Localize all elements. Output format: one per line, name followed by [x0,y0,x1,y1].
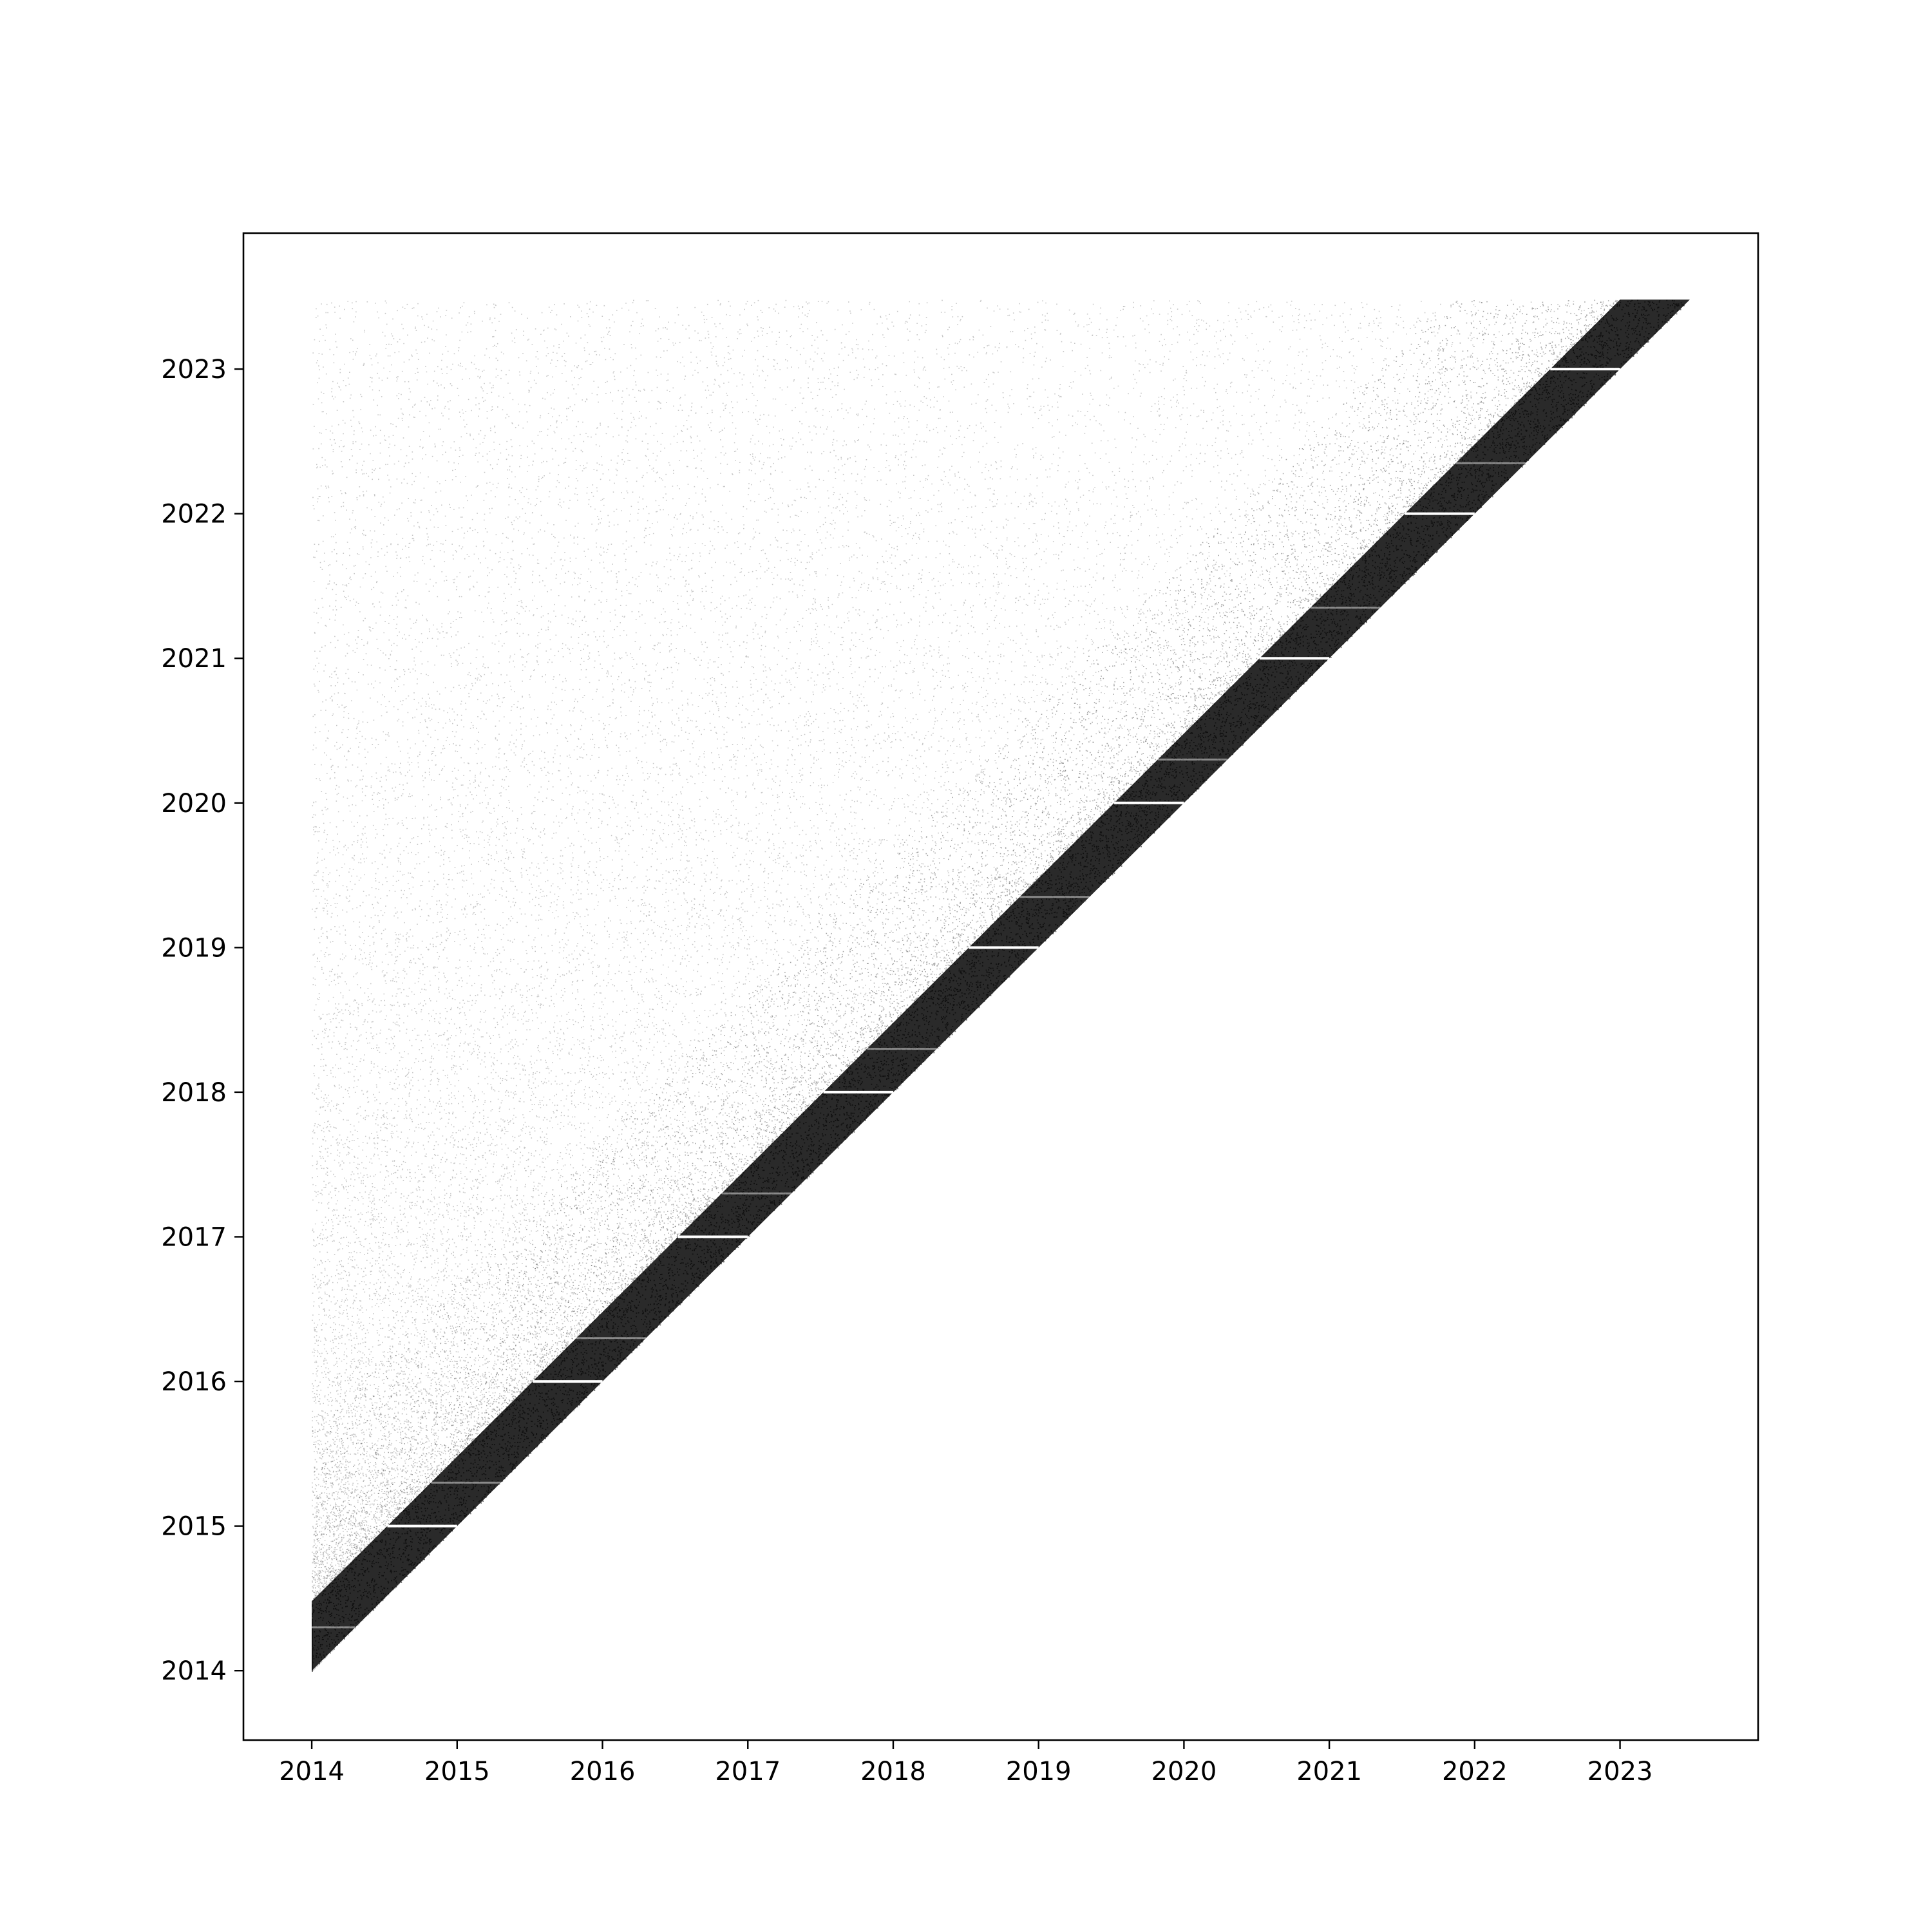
y-tick-label: 2018 [161,1078,227,1108]
x-tick-label: 2015 [424,1757,490,1786]
y-tick-label: 2015 [161,1512,227,1542]
y-tick-label: 2019 [161,933,227,963]
y-tick-label: 2014 [161,1656,227,1686]
y-tick-label: 2021 [161,644,227,674]
fringe-points [312,299,1621,1602]
x-tick-label: 2022 [1442,1757,1508,1786]
gap-lines-layer [312,368,1620,1629]
y-axis: 2014 2015 2016 2017 2018 2019 2020 2021 2022 2023 [161,355,243,1686]
x-tick-label: 2018 [860,1757,926,1786]
y-tick-label: 2023 [161,355,227,384]
points-layer [312,299,1690,1672]
x-tick-label: 2021 [1296,1757,1362,1786]
x-tick-label: 2017 [715,1757,781,1786]
x-tick-label: 2020 [1151,1757,1217,1786]
x-axis: 2014 2015 2016 2017 2018 2019 2020 2021 2022 2023 [279,1740,1653,1786]
x-tick-label: 2014 [279,1757,345,1786]
dense-band-points [312,299,1690,1671]
x-tick-label: 2023 [1587,1757,1653,1786]
plot-frame [242,232,1759,1741]
x-tick-label: 2019 [1006,1757,1072,1786]
x-tick-label: 2016 [570,1757,636,1786]
y-tick-label: 2022 [161,500,227,529]
y-tick-label: 2016 [161,1367,227,1397]
y-tick-label: 2017 [161,1223,227,1253]
y-tick-label: 2020 [161,789,227,819]
